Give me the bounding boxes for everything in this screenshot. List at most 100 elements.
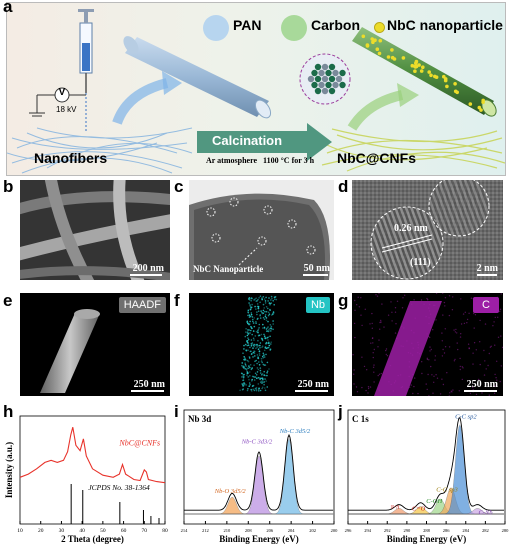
c-signal-dot [409,386,411,388]
c-signal-dot [421,361,423,363]
nb-signal-dot [245,365,247,367]
nb-signal-dot [257,310,260,312]
c-signal-dot [493,392,496,394]
c-signal-dot [423,303,425,305]
x-tick-label: 290 [404,528,412,533]
nb-signal-dot [249,383,251,386]
c-signal-dot [429,313,432,315]
c-signal-dot [396,300,399,302]
nb-signal-dot [261,339,264,342]
nb-signal-dot [265,328,268,330]
x-tick-label: 20 [38,528,44,534]
c-signal-dot [402,345,404,348]
c-signal-dot [472,363,474,365]
nb-signal-dot [268,344,271,347]
nb-signal-dot [244,357,246,359]
nb-signal-dot [248,316,251,318]
nb-signal-dot [269,304,271,306]
nb-signal-dot [254,360,256,363]
nbc-particle-dot [401,56,406,60]
nb-signal-dot [253,352,256,355]
peak-label: C-Nb [478,509,493,516]
nb-signal-dot [253,350,255,352]
nb-signal-dot [263,378,265,380]
nb-signal-dot [259,344,261,347]
nb-signal-dot [241,383,244,386]
nb-signal-dot [256,367,259,369]
nb-signal-dot [250,312,253,314]
c-signal-dot [385,348,388,350]
nb-signal-dot [259,381,262,384]
nb-signal-dot [263,381,266,383]
nbc-cnf-mat [321,128,506,172]
scale-bar-f: 250 nm [297,379,329,390]
c-signal-dot [406,340,408,342]
xps-nb3d-chart-i: Nb-O 3d5/2 Nb-C 3d3/2 Nb-C 3d5/2 Nb 3d 214 21… [181,409,338,544]
nb-signal-dot [258,364,261,366]
nb-signal-dot [266,370,269,372]
c-signal-dot [448,346,451,348]
nb-signal-dot [257,348,260,350]
c-signal-dot [410,352,412,354]
c-signal-dot [361,386,363,389]
nb-signal-dot [261,311,263,314]
c-signal-dot [394,307,397,309]
nb-signal-dot [252,320,254,323]
nb-signal-dot [257,298,259,301]
c-signal-dot [499,380,501,383]
c-signal-dot [421,372,423,375]
nb-signal-dot [264,364,267,366]
nb-signal-dot [249,366,251,369]
c-signal-dot [378,373,381,375]
nb-signal-dot [260,357,263,360]
nb-signal-dot [256,377,258,380]
nb-signal-dot [268,297,270,299]
c-signal-dot [460,333,462,335]
nb-signal-dot [270,328,273,330]
nb-signal-dot [249,305,252,307]
c-signal-dot [446,372,448,374]
c-signal-dot [371,337,374,339]
c-signal-dot [426,358,429,361]
x-tick-label: 70 [142,528,148,534]
c-signal-dot [401,386,404,388]
nb-signal-dot [256,311,258,313]
x-tick-label: 280 [502,528,509,533]
c-signal-dot [442,314,444,316]
c-signal-dot [494,316,496,319]
c-signal-dot [457,348,459,351]
nb-signal-dot [267,342,269,345]
nb-signal-dot [245,384,247,386]
nb-signal-dot [264,378,267,380]
plot-frame [19,415,166,525]
c-signal-dot [433,375,435,377]
nb-signal-dot [245,328,247,330]
nanofiber-mat [6,127,193,174]
nb-signal-dot [245,331,247,333]
nb-signal-dot [269,309,271,311]
nbc-particle-dot [378,38,383,43]
nb-signal-dot [243,356,245,358]
c-signal-dot [403,327,405,329]
c-signal-dot [425,383,427,385]
lattice-plane-label: (111) [410,257,431,268]
nbc-particle-dot [468,102,473,106]
nb-signal-dot [267,330,270,333]
c-signal-dot [497,316,499,318]
c-signal-dot [461,366,463,368]
nb-signal-dot [258,390,260,392]
c-signal-dot [420,299,423,301]
c-signal-dot [488,352,490,355]
nb-signal-dot [252,351,255,354]
nb-signal-dot [262,296,265,298]
c-signal-dot [369,386,372,388]
c-signal-dot [413,385,415,388]
nb-signal-dot [247,367,249,369]
lattice-atom [339,69,346,77]
c-signal-dot [353,383,355,385]
nb-signal-dot [265,317,268,319]
nb-signal-dot [251,390,253,392]
nbc-particle-dot [453,82,457,86]
nb-signal-dot [270,341,272,343]
nb-signal-dot [254,305,257,308]
